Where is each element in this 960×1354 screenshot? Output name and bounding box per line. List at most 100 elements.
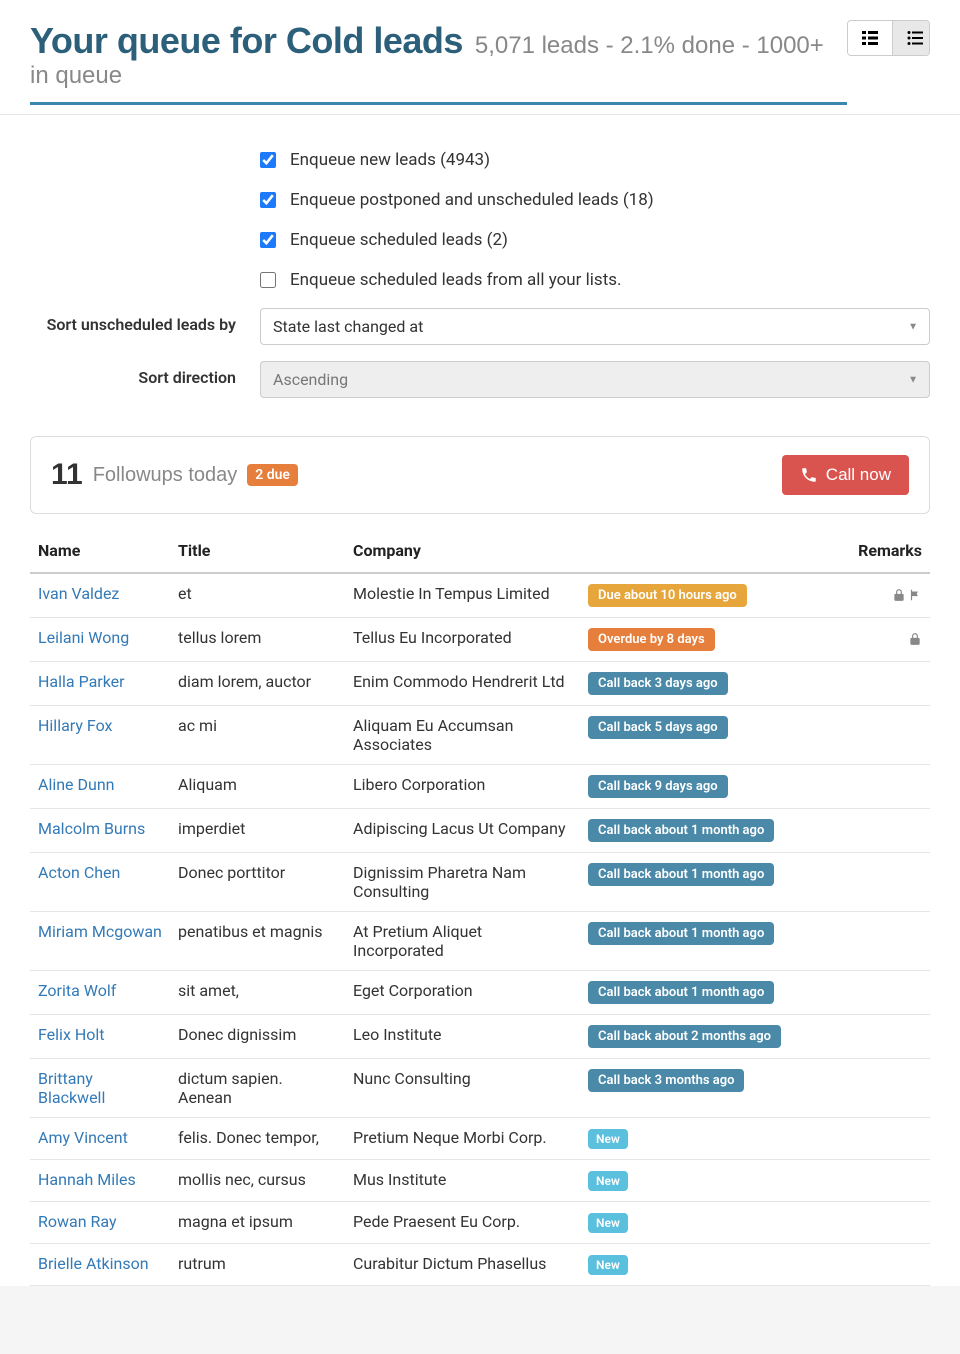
sort-dir-select[interactable]: Ascending	[260, 361, 930, 398]
lead-name-link[interactable]: Miriam Mcgowan	[38, 922, 162, 941]
lead-company: Eget Corporation	[345, 971, 580, 1015]
status-badge: Call back about 2 months ago	[588, 1025, 781, 1048]
lead-company: Nunc Consulting	[345, 1059, 580, 1118]
status-badge: Due about 10 hours ago	[588, 584, 747, 607]
lead-title: sit amet,	[170, 971, 345, 1015]
sort-by-row: Sort unscheduled leads by State last cha…	[30, 300, 930, 353]
lead-remarks	[789, 706, 930, 765]
filter-checkbox[interactable]	[260, 152, 276, 168]
status-badge: New	[588, 1129, 628, 1149]
table-row: Felix HoltDonec dignissimLeo InstituteCa…	[30, 1015, 930, 1059]
filter-checkbox-row[interactable]: Enqueue scheduled leads from all your li…	[30, 260, 930, 300]
filters-section: Enqueue new leads (4943) Enqueue postpone…	[0, 115, 960, 421]
th-company[interactable]: Company	[345, 529, 789, 573]
table-row: Brittany Blackwell dictum sapien. AeneanN…	[30, 1059, 930, 1118]
lead-remarks	[789, 1202, 930, 1244]
lead-name-link[interactable]: Hannah Miles	[38, 1170, 136, 1189]
sort-by-select[interactable]: State last changed at	[260, 308, 930, 345]
leads-table: Name Title Company Remarks Ivan Valdez et…	[30, 529, 930, 1286]
followups-count: 11	[51, 458, 83, 492]
status-badge: Call back 3 days ago	[588, 672, 728, 695]
table-row: Ivan ValdezetMolestie In Tempus LimitedD…	[30, 573, 930, 618]
status-badge: Call back 3 months ago	[588, 1069, 744, 1092]
status-badge: New	[588, 1255, 628, 1275]
lead-company: Pede Praesent Eu Corp.	[345, 1202, 580, 1244]
filter-checkbox-row[interactable]: Enqueue scheduled leads (2)	[30, 220, 930, 260]
lead-remarks	[789, 1015, 930, 1059]
view-list-button[interactable]	[893, 21, 930, 55]
sort-dir-label: Sort direction	[30, 361, 260, 387]
lead-title: imperdiet	[170, 809, 345, 853]
lead-remarks	[789, 618, 930, 662]
lead-company: Adipiscing Lacus Ut Company	[345, 809, 580, 853]
view-toggle	[847, 20, 930, 56]
filter-checkbox-label: Enqueue new leads (4943)	[290, 150, 490, 170]
lead-company: Pretium Neque Morbi Corp.	[345, 1118, 580, 1160]
status-badge: New	[588, 1213, 628, 1233]
lead-title: et	[170, 573, 345, 618]
lead-company: At Pretium Aliquet Incorporated	[345, 912, 580, 971]
call-now-button[interactable]: Call now	[782, 455, 909, 495]
lead-remarks	[789, 1118, 930, 1160]
lead-title: ac mi	[170, 706, 345, 765]
filter-checkbox[interactable]	[260, 192, 276, 208]
lead-name-link[interactable]: Malcolm Burns	[38, 819, 145, 838]
lead-name-link[interactable]: Acton Chen	[38, 863, 120, 882]
followups-text: Followups today	[93, 464, 238, 487]
lead-name-link[interactable]: Ivan Valdez	[38, 584, 119, 603]
lead-name-link[interactable]: Brielle Atkinson	[38, 1254, 149, 1273]
filter-checkbox-row[interactable]: Enqueue postponed and unscheduled leads …	[30, 180, 930, 220]
lead-remarks	[789, 853, 930, 912]
lead-title: rutrum	[170, 1244, 345, 1286]
table-row: Halla Parkerdiam lorem, auctorEnim Commo…	[30, 662, 930, 706]
lead-name-link[interactable]: Felix Holt	[38, 1025, 105, 1044]
table-row: Malcolm Burns imperdietAdipiscing Lacus U…	[30, 809, 930, 853]
lead-company: Mus Institute	[345, 1160, 580, 1202]
lead-title: Donec porttitor	[170, 853, 345, 912]
th-remarks[interactable]: Remarks	[789, 529, 930, 573]
th-title[interactable]: Title	[170, 529, 345, 573]
lead-name-link[interactable]: Halla Parker	[38, 672, 125, 691]
lead-name-link[interactable]: Amy Vincent	[38, 1128, 128, 1147]
th-name[interactable]: Name	[30, 529, 170, 573]
filter-checkbox[interactable]	[260, 232, 276, 248]
lead-company: Leo Institute	[345, 1015, 580, 1059]
lead-company: Tellus Eu Incorporated	[345, 618, 580, 662]
lead-remarks	[789, 809, 930, 853]
list-icon	[907, 31, 923, 45]
lock-icon	[908, 632, 922, 646]
flag-icon	[908, 588, 922, 602]
status-badge: Call back about 1 month ago	[588, 819, 774, 842]
lead-name-link[interactable]: Rowan Ray	[38, 1212, 117, 1231]
lead-name-link[interactable]: Zorita Wolf	[38, 981, 116, 1000]
filter-checkbox[interactable]	[260, 272, 276, 288]
lead-remarks	[789, 573, 930, 618]
lead-name-link[interactable]: Aline Dunn	[38, 775, 115, 794]
call-now-label: Call now	[826, 465, 891, 485]
status-badge: Call back about 1 month ago	[588, 922, 774, 945]
lead-company: Aliquam Eu Accumsan Associates	[345, 706, 580, 765]
lead-company: Libero Corporation	[345, 765, 580, 809]
lead-title: dictum sapien. Aenean	[170, 1059, 345, 1118]
lead-name-link[interactable]: Hillary Fox	[38, 716, 112, 735]
lead-remarks	[789, 1244, 930, 1286]
view-grid-button[interactable]	[848, 21, 893, 55]
lead-title: penatibus et magnis	[170, 912, 345, 971]
grid-icon	[862, 31, 878, 45]
filter-checkbox-label: Enqueue scheduled leads (2)	[290, 230, 508, 250]
table-row: Rowan Raymagna et ipsumPede Praesent Eu …	[30, 1202, 930, 1244]
filter-checkbox-row[interactable]: Enqueue new leads (4943)	[30, 140, 930, 180]
lead-remarks	[789, 765, 930, 809]
table-row: Hillary Fox ac miAliquam Eu Accumsan Asso…	[30, 706, 930, 765]
lead-name-link[interactable]: Leilani Wong	[38, 628, 129, 647]
table-row: Acton Chen Donec porttitorDignissim Phare…	[30, 853, 930, 912]
lead-company: Curabitur Dictum Phasellus	[345, 1244, 580, 1286]
lead-title: mollis nec, cursus	[170, 1160, 345, 1202]
sort-dir-row: Sort direction Ascending	[30, 353, 930, 406]
lead-remarks	[789, 1160, 930, 1202]
due-badge: 2 due	[247, 464, 298, 486]
sort-by-label: Sort unscheduled leads by	[30, 308, 260, 334]
lead-name-link[interactable]: Brittany Blackwell	[38, 1069, 105, 1107]
lead-company: Dignissim Pharetra Nam Consulting	[345, 853, 580, 912]
status-badge: Overdue by 8 days	[588, 628, 715, 651]
